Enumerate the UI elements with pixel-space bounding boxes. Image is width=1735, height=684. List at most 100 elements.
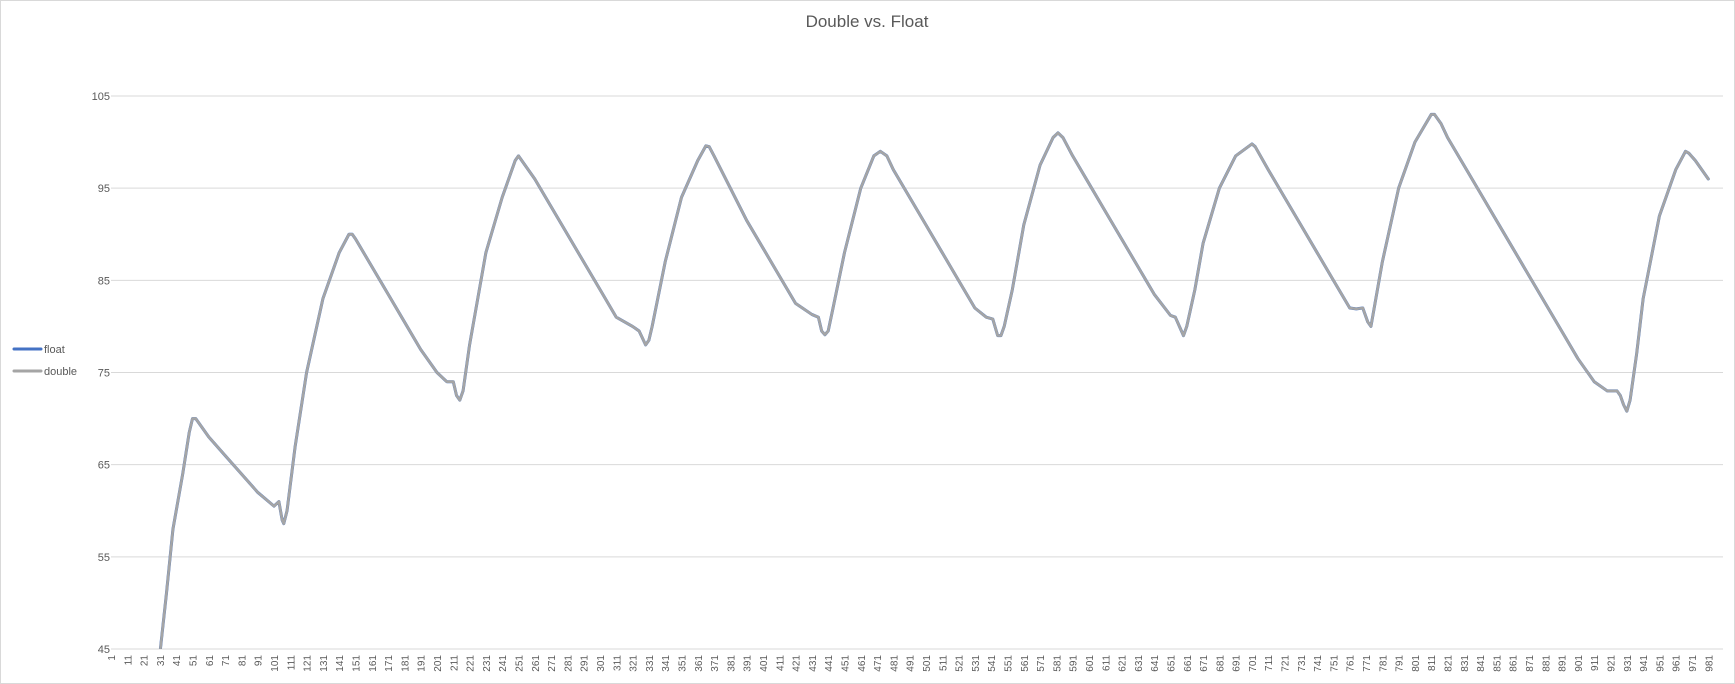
x-tick-label: 681 — [1215, 655, 1226, 672]
y-tick-label: 55 — [98, 552, 110, 564]
x-tick-label: 871 — [1525, 655, 1536, 672]
x-tick-label: 211 — [449, 655, 460, 671]
y-axis-tick-labels: 45 55 65 75 85 95 105 — [92, 91, 110, 656]
x-tick-label: 81 — [237, 655, 248, 667]
x-tick-label: 451 — [840, 655, 851, 672]
x-tick-label: 731 — [1297, 655, 1308, 672]
x-tick-label: 111 — [286, 655, 297, 671]
x-tick-label: 821 — [1444, 655, 1455, 672]
x-tick-label: 531 — [971, 655, 982, 672]
legend: float double — [12, 344, 77, 378]
x-tick-label: 641 — [1150, 655, 1161, 672]
x-tick-label: 691 — [1232, 655, 1243, 672]
series-line-double — [159, 113, 1710, 649]
x-tick-label: 931 — [1623, 655, 1634, 672]
y-tick-label: 65 — [98, 460, 110, 472]
x-tick-label: 501 — [922, 655, 933, 672]
x-tick-label: 171 — [384, 655, 395, 672]
x-tick-label: 201 — [433, 655, 444, 672]
x-tick-label: 21 — [140, 655, 151, 667]
x-tick-label: 561 — [1020, 655, 1031, 672]
x-tick-label: 431 — [808, 655, 819, 672]
x-tick-label: 811 — [1427, 655, 1438, 671]
y-tick-label: 45 — [98, 644, 110, 656]
x-tick-label: 961 — [1672, 655, 1683, 672]
x-tick-label: 161 — [368, 655, 379, 672]
x-tick-label: 241 — [498, 655, 509, 672]
x-tick-label: 791 — [1395, 655, 1406, 672]
x-tick-label: 761 — [1346, 655, 1357, 672]
x-tick-label: 801 — [1411, 655, 1422, 672]
legend-label-float: float — [44, 344, 65, 356]
gridlines — [111, 95, 1723, 650]
x-tick-label: 621 — [1118, 655, 1129, 672]
x-tick-label: 291 — [580, 655, 591, 672]
x-tick-label: 461 — [857, 655, 868, 672]
x-tick-label: 721 — [1281, 655, 1292, 672]
x-tick-label: 381 — [726, 655, 737, 672]
x-tick-label: 301 — [596, 655, 607, 672]
x-tick-label: 151 — [351, 655, 362, 672]
x-tick-label: 671 — [1199, 655, 1210, 672]
x-tick-label: 551 — [1003, 655, 1014, 672]
y-tick-label: 105 — [92, 91, 110, 103]
x-tick-label: 191 — [417, 655, 428, 672]
x-tick-label: 31 — [156, 655, 167, 667]
x-tick-label: 341 — [661, 655, 672, 672]
x-tick-label: 261 — [531, 655, 542, 672]
x-tick-label: 61 — [205, 655, 216, 667]
x-tick-label: 271 — [547, 655, 558, 672]
y-tick-label: 75 — [98, 368, 110, 380]
x-tick-label: 771 — [1362, 655, 1373, 672]
x-tick-label: 841 — [1476, 655, 1487, 672]
x-tick-label: 851 — [1492, 655, 1503, 672]
x-tick-label: 861 — [1509, 655, 1520, 672]
x-axis-tick-labels: 1 11 21 31 41 51 61 71 81 91 101 111 121 131 141 151 161… — [107, 655, 1715, 672]
x-tick-label: 581 — [1052, 655, 1063, 672]
y-tick-label: 85 — [98, 275, 110, 287]
x-tick-label: 921 — [1607, 655, 1618, 672]
x-tick-label: 91 — [254, 655, 265, 667]
x-tick-label: 101 — [270, 655, 281, 672]
x-tick-label: 121 — [303, 655, 314, 672]
x-tick-label: 701 — [1248, 655, 1259, 672]
x-tick-label: 361 — [694, 655, 705, 672]
x-tick-label: 401 — [759, 655, 770, 672]
x-tick-label: 51 — [188, 655, 199, 667]
x-tick-label: 601 — [1085, 655, 1096, 672]
x-tick-label: 881 — [1541, 655, 1552, 672]
x-tick-label: 981 — [1704, 655, 1715, 672]
x-tick-label: 141 — [335, 655, 346, 672]
x-tick-label: 411 — [775, 655, 786, 671]
x-tick-label: 971 — [1688, 655, 1699, 672]
x-tick-label: 351 — [677, 655, 688, 672]
x-tick-label: 891 — [1558, 655, 1569, 672]
x-tick-label: 831 — [1460, 655, 1471, 672]
x-tick-label: 471 — [873, 655, 884, 672]
x-tick-label: 71 — [221, 655, 232, 667]
x-tick-label: 631 — [1134, 655, 1145, 672]
x-tick-label: 521 — [955, 655, 966, 672]
chart-title: Double vs. Float — [806, 12, 929, 31]
x-tick-label: 781 — [1378, 655, 1389, 672]
legend-label-double: double — [44, 366, 77, 378]
x-tick-label: 181 — [400, 655, 411, 672]
x-tick-label: 751 — [1329, 655, 1340, 672]
x-tick-label: 571 — [1036, 655, 1047, 672]
x-tick-label: 591 — [1069, 655, 1080, 672]
x-tick-label: 951 — [1655, 655, 1666, 672]
x-tick-label: 901 — [1574, 655, 1585, 672]
x-tick-label: 911 — [1590, 655, 1601, 671]
x-tick-label: 41 — [172, 655, 183, 667]
x-tick-label: 491 — [906, 655, 917, 672]
x-tick-label: 221 — [466, 655, 477, 672]
series-lines — [158, 112, 1710, 649]
x-tick-label: 321 — [629, 655, 640, 672]
x-tick-label: 281 — [563, 655, 574, 672]
x-tick-label: 371 — [710, 655, 721, 672]
x-tick-label: 661 — [1183, 655, 1194, 672]
x-tick-label: 11 — [123, 655, 134, 666]
y-tick-label: 95 — [98, 183, 110, 195]
